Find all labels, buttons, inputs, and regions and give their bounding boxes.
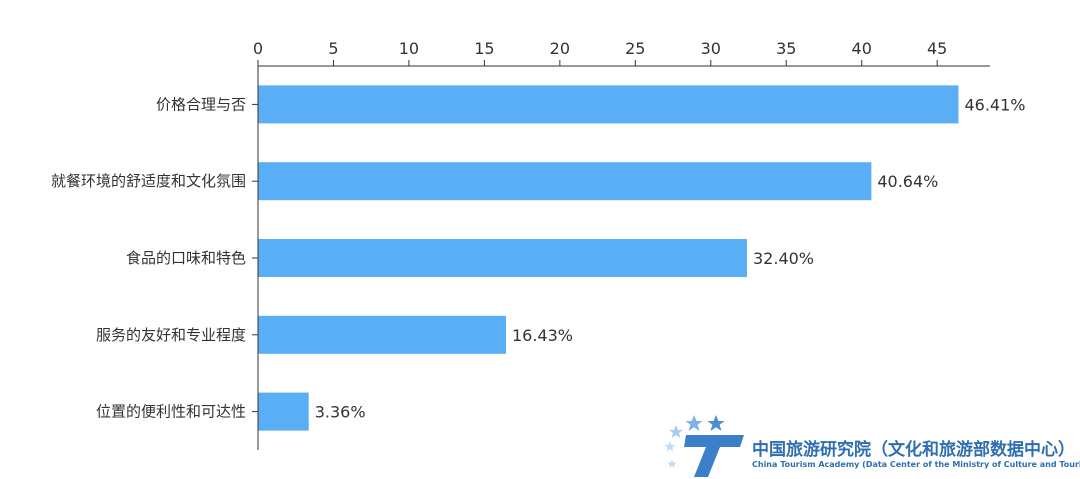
category-label: 价格合理与否 [156, 95, 246, 113]
x-tick-label: 30 [701, 39, 721, 58]
bar [258, 239, 748, 277]
bar [258, 162, 872, 201]
x-tick-label: 5 [328, 39, 338, 58]
data-label: 16.43% [512, 326, 573, 345]
t-letter-icon [684, 435, 744, 477]
data-label: 40.64% [877, 172, 938, 191]
x-tick-label: 0 [253, 39, 263, 58]
x-axis-ticks: 0 5 10 15 20 25 30 35 40 45 [253, 39, 947, 66]
category-label: 位置的便利性和可达性 [96, 403, 246, 421]
star-icon [707, 415, 725, 431]
star-icon [664, 441, 676, 452]
category-label: 就餐环境的舒适度和文化氛围 [51, 172, 246, 190]
x-tick-label: 35 [776, 39, 796, 58]
bar [258, 315, 506, 354]
x-tick-label: 15 [474, 39, 494, 58]
x-tick-label: 45 [927, 39, 947, 58]
star-icon [669, 425, 683, 438]
data-label: 46.41% [964, 95, 1025, 114]
category-label: 服务的友好和专业程度 [96, 326, 246, 344]
category-label: 食品的口味和特色 [126, 249, 246, 267]
data-labels: 46.41% 40.64% 32.40% 16.43% 3.36% [315, 95, 1026, 421]
star-icon [667, 459, 677, 468]
x-tick-label: 40 [852, 39, 872, 58]
bar [258, 85, 959, 124]
x-tick-label: 10 [399, 39, 419, 58]
bars [258, 85, 959, 431]
bar [258, 392, 309, 431]
cta-logo-icon [664, 415, 744, 477]
data-label: 3.36% [315, 403, 366, 422]
x-tick-label: 20 [550, 39, 570, 58]
category-labels: 价格合理与否就餐环境的舒适度和文化氛围食品的口味和特色服务的友好和专业程度位置的… [51, 95, 258, 421]
x-tick-label: 25 [625, 39, 645, 58]
watermark-name-en: China Tourism Academy (Data Center of th… [752, 460, 1080, 469]
star-icon [685, 415, 703, 431]
watermark-name-zh: 中国旅游研究院（文化和旅游部数据中心） [752, 440, 1075, 460]
data-label: 32.40% [753, 249, 814, 268]
